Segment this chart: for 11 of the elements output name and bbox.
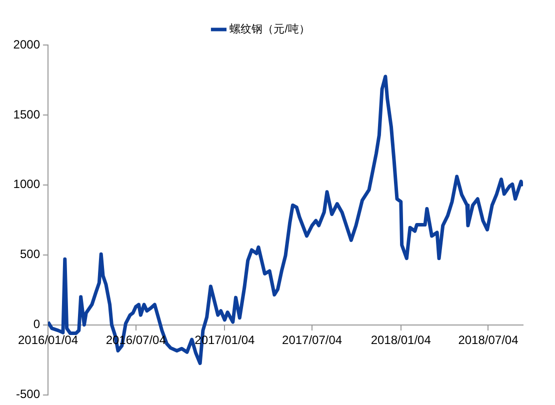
y-tick-label: 1000 [13, 177, 40, 192]
x-tick-label: 2018/01/04 [370, 333, 432, 348]
x-tick-label: 2016/01/04 [18, 333, 78, 348]
y-tick-label: 1500 [13, 107, 40, 122]
y-tick-label: 500 [20, 247, 40, 262]
y-tick-label: -500 [16, 387, 40, 402]
x-tick-label: 2017/07/04 [282, 333, 342, 348]
y-tick-label: 2000 [13, 37, 40, 52]
x-tick-label: 2018/07/04 [458, 333, 519, 348]
y-tick-label: 0 [33, 317, 40, 332]
legend-label: 螺纹钢（元/吨） [230, 22, 310, 36]
